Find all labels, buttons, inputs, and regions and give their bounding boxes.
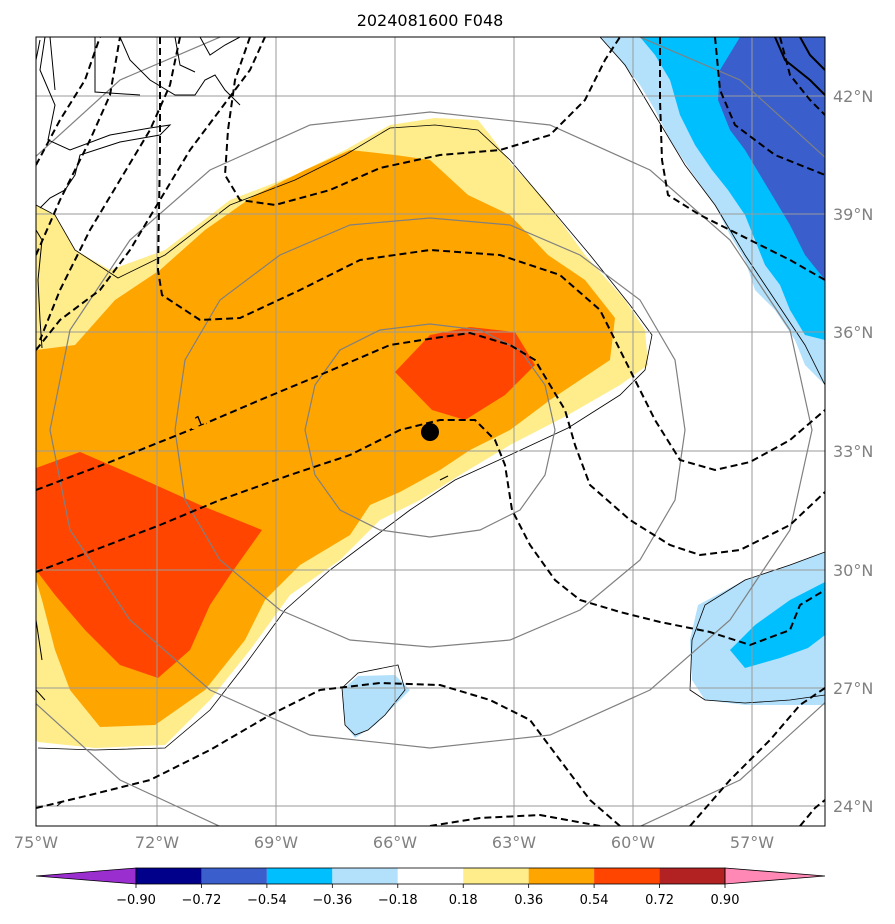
colorbar-tick-label: 0.54 — [580, 893, 609, 908]
lat-tick-label: 24°N — [833, 797, 873, 816]
dashed-contour-north-1 — [36, 37, 266, 351]
shade-region-royal-blue-northeast — [718, 37, 825, 280]
outline-cool-northeast — [599, 37, 825, 386]
storm-center-marker — [421, 423, 439, 441]
colorbar-tick-label: −0.36 — [312, 893, 352, 908]
outline-cool-southeast — [689, 551, 825, 704]
outline-warm-region — [36, 124, 653, 751]
dashed-contour-far-north-1 — [36, 37, 121, 256]
shade-region-red-orange-west — [36, 452, 262, 678]
colorbar-segment — [266, 868, 333, 884]
solid-contour-2 — [799, 37, 825, 71]
dashed-contour-south-2 — [36, 681, 621, 826]
colorbar-tick-label: 0.90 — [711, 893, 740, 908]
colorbar-segment — [397, 868, 464, 884]
lon-tick-label: 57°W — [730, 833, 774, 852]
lon-tick-label: 66°W — [373, 833, 417, 852]
dashed-contour-northeast-3 — [779, 37, 825, 116]
colorbar-segment — [332, 868, 398, 884]
range-ring-3 — [49, 111, 813, 749]
dashed-contour-north-2 — [156, 37, 825, 472]
colorbar-segment — [463, 868, 529, 884]
colorbar-tick-label: −0.72 — [182, 893, 222, 908]
lat-tick-label: 27°N — [833, 679, 873, 698]
colorbar-tick-label: −0.90 — [116, 893, 156, 908]
lat-tick-label: 36°N — [833, 323, 873, 342]
colorbar-segment — [659, 868, 725, 884]
dashed-contour-far-north-2 — [36, 37, 101, 166]
lon-tick-label: 60°W — [611, 833, 655, 852]
colorbar-tick-label: −0.54 — [247, 893, 287, 908]
colorbar-segment — [594, 868, 660, 884]
dashed-contour-far-north-3 — [39, 37, 181, 341]
map-panel: 1 — [35, 36, 826, 827]
lon-tick-label: 63°W — [492, 833, 536, 852]
dashed-contour-northeast-1 — [659, 37, 825, 281]
lat-tick-label: 33°N — [833, 442, 873, 461]
dashed-contour-northeast-2 — [714, 37, 825, 176]
colorbar-tick-label: −0.18 — [378, 893, 418, 908]
dashed-contour-southeast-2 — [799, 799, 825, 826]
figure-title: 2024081600 F048 — [357, 11, 504, 30]
lon-axis: 75°W 72°W 69°W 66°W 63°W 60°W 57°W — [14, 833, 774, 852]
colorbar: −0.90 −0.72 −0.54 −0.36 −0.18 0.18 0.36 0.54 0.7… — [35, 867, 826, 908]
dashed-contour-south-3 — [429, 813, 601, 826]
colorbar-extend-low — [35, 867, 137, 885]
coastlines — [36, 37, 449, 807]
shading-outlines — [36, 37, 825, 751]
lon-tick-label: 72°W — [135, 833, 179, 852]
lat-tick-label: 39°N — [833, 205, 873, 224]
colorbar-outline — [135, 867, 726, 885]
dashed-contours — [36, 37, 825, 826]
state-boundary-1 — [49, 37, 196, 96]
colorbar-segment — [136, 868, 202, 884]
coastline-new-england — [119, 37, 241, 106]
contour-label-background — [192, 411, 206, 429]
map-frame — [35, 36, 826, 827]
colorbar-extend-high — [724, 867, 826, 885]
lat-tick-label: 30°N — [833, 561, 873, 580]
shade-region-light-blue-south — [342, 675, 410, 738]
dashed-contour-center — [36, 331, 825, 557]
colorbar-segment — [528, 868, 595, 884]
map-content: 1 — [36, 37, 825, 826]
dashed-contour-north-3 — [223, 37, 621, 207]
shade-region-red-orange-center — [395, 327, 535, 420]
lon-tick-label: 75°W — [14, 833, 58, 852]
coastline-northeast-us — [36, 37, 172, 701]
colorbar-segment — [201, 868, 267, 884]
graticule — [36, 37, 825, 826]
lat-axis: 24°N 27°N 30°N 33°N 36°N 39°N 42°N — [833, 87, 873, 816]
outline-cool-south — [341, 664, 406, 736]
colorbar-tick-label: 0.36 — [514, 893, 543, 908]
solid-contour-1 — [774, 37, 825, 96]
warm-anomaly-shading — [36, 118, 648, 748]
colorbar-tick-label: 0.72 — [645, 893, 674, 908]
small-islands — [56, 475, 449, 807]
colorbar-tick-label: 0.18 — [449, 893, 478, 908]
lon-tick-label: 69°W — [254, 833, 298, 852]
solid-contours — [774, 37, 825, 96]
lat-tick-label: 42°N — [833, 87, 873, 106]
dashed-contour-south-1 — [36, 419, 825, 647]
